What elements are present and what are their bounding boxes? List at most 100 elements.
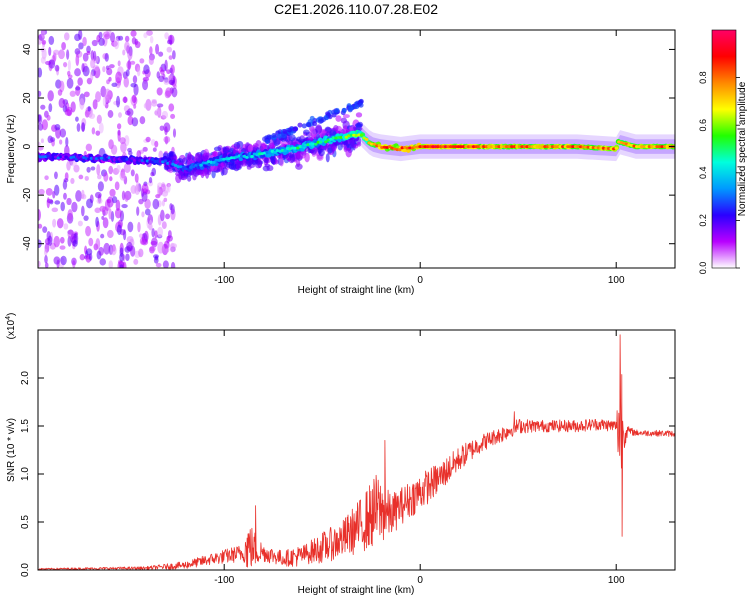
spectrogram-ridge-core: [183, 167, 188, 171]
spectrogram-noise-blob: [81, 205, 85, 217]
spectrogram-noise-blob: [160, 209, 165, 222]
spectrogram-noise-blob: [113, 37, 120, 50]
spectrogram-noise-blob: [111, 82, 118, 87]
spectrogram-ridge-core: [46, 154, 50, 158]
spectrogram-side-blob: [175, 173, 182, 184]
spectrogram-ridge-core: [454, 145, 458, 149]
spectrogram-noise-blob: [40, 56, 46, 64]
spectrogram-noise-blob: [84, 175, 89, 181]
spectrogram-branch-blob: [282, 128, 288, 134]
spectrogram-noise-blob: [95, 207, 100, 213]
spectrogram-noise-blob: [130, 30, 137, 37]
spectrogram-ridge-core: [273, 150, 277, 154]
spectrogram-ridge-core: [655, 145, 659, 149]
spectrogram-noise-blob: [73, 164, 80, 173]
spectrogram-y-tick-label: 40: [22, 43, 33, 55]
spectrogram-side-blob: [333, 125, 339, 132]
spectrogram-noise-blob: [111, 196, 118, 204]
colorbar: 0.0 0.2 0.4 0.6 0.8 Normalized spectral ampl…: [698, 29, 748, 274]
spectrogram-ridge-core: [568, 145, 573, 149]
spectrogram-noise-blob: [99, 205, 107, 212]
spectrogram-noise-blob: [148, 219, 153, 230]
spectrogram-branch-blob: [271, 133, 277, 139]
spectrogram-ridge-core: [499, 145, 504, 149]
spectrogram-noise-blob: [70, 101, 76, 113]
spectrogram-ridge-core: [471, 145, 476, 149]
spectrogram-ridge-core: [645, 145, 649, 149]
spectrogram-noise-blob: [170, 261, 176, 268]
spectrogram-noise-blob: [41, 39, 47, 45]
spectrogram-noise-blob: [125, 253, 130, 262]
spectrogram-ridge-core: [540, 145, 545, 149]
spectrogram-noise-blob: [38, 67, 43, 78]
spectrogram-noise-blob: [168, 79, 175, 86]
snr-line: [38, 334, 675, 570]
spectrogram-noise-blob: [109, 176, 113, 182]
colorbar-tick-label: 0.6: [698, 119, 708, 132]
spectrogram-noise-blob: [101, 215, 105, 220]
spectrogram-noise-blob: [160, 69, 165, 75]
spectrogram-branch-blob: [301, 123, 307, 129]
spectrogram-noise-blob: [74, 68, 81, 77]
spectrogram-ridge-core: [418, 145, 423, 149]
spectrogram-noise-blob: [110, 144, 118, 155]
spectrogram-noise-blob: [104, 88, 111, 101]
spectrogram-side-blob: [355, 112, 363, 118]
spectrogram-ridge-core: [484, 145, 489, 149]
snr-marks: [38, 334, 675, 570]
spectrogram-noise-blob: [52, 49, 60, 56]
spectrogram-ridge-core: [573, 145, 578, 149]
spectrogram-branch-blob: [264, 139, 270, 145]
colorbar-gradient: [711, 29, 737, 269]
spectrogram-ridge-core: [329, 137, 333, 141]
spectrogram-noise-blob: [67, 209, 73, 221]
spectrogram-noise-blob: [86, 45, 91, 54]
spectrogram-side-blob: [354, 144, 359, 149]
spectrogram-ridge-core: [209, 160, 214, 164]
spectrogram-noise-blob: [63, 62, 68, 68]
spectrogram-ridge-core: [420, 145, 425, 149]
spectrogram-side-blob: [303, 129, 310, 135]
spectrogram-ridge-core: [459, 145, 463, 149]
spectrogram-branch-blob: [312, 121, 318, 127]
spectrogram-noise-blob: [100, 233, 105, 239]
spectrogram-ridge-core: [296, 146, 300, 150]
spectrogram-ridge-core: [431, 145, 435, 149]
spectrogram-branch-blob: [348, 106, 354, 112]
spectrogram-noise-blob: [48, 59, 56, 69]
spectrogram-ridge-core: [64, 155, 68, 159]
spectrogram-noise-blob: [47, 235, 53, 247]
spectrogram-ridge-core: [660, 145, 665, 149]
spectrogram-noise-blob: [170, 113, 176, 119]
spectrogram-noise-blob: [171, 87, 178, 98]
spectrogram-ridge-core: [428, 145, 433, 149]
spectrogram-noise-blob: [77, 77, 83, 86]
spectrogram-ridge-core: [548, 145, 552, 149]
spectrogram-noise-blob: [136, 150, 142, 159]
spectrogram-ridge-core: [446, 145, 451, 149]
spectrogram-noise-blob: [160, 183, 166, 192]
spectrogram-noise-blob: [110, 245, 117, 256]
snr-plot-area: [38, 330, 675, 570]
spectrogram-noise-blob: [96, 164, 101, 176]
spectrogram-side-blob: [315, 125, 323, 134]
spectrogram-x-tick-label: -100: [214, 275, 234, 286]
spectrogram-noise-blob: [86, 198, 93, 209]
spectrogram-noise-blob: [136, 206, 140, 216]
spectrogram-noise-blob: [119, 252, 125, 262]
spectrogram-noise-blob: [108, 165, 114, 175]
spectrogram-noise-blob: [136, 180, 140, 192]
snr-x-tick-label: 0: [417, 575, 423, 586]
snr-panel: -100 0 100 0.0 0.5 1.0 1.5 2.0 Height of straig…: [5, 313, 676, 596]
spectrogram-noise-blob: [82, 52, 89, 62]
spectrogram-noise-blob: [115, 71, 122, 84]
spectrogram-noise-blob: [89, 113, 96, 119]
spectrogram-noise-blob: [81, 122, 86, 132]
spectrogram-side-blob: [206, 169, 212, 176]
spectrogram-noise-blob: [121, 190, 126, 201]
spectrogram-noise-blob: [96, 34, 101, 43]
spectrogram-noise-blob: [58, 49, 65, 60]
figure-title: C2E1.2026.110.07.28.E02: [274, 1, 438, 17]
spectrogram-noise-blob: [83, 91, 90, 98]
spectrogram-ridge-core: [171, 162, 175, 166]
